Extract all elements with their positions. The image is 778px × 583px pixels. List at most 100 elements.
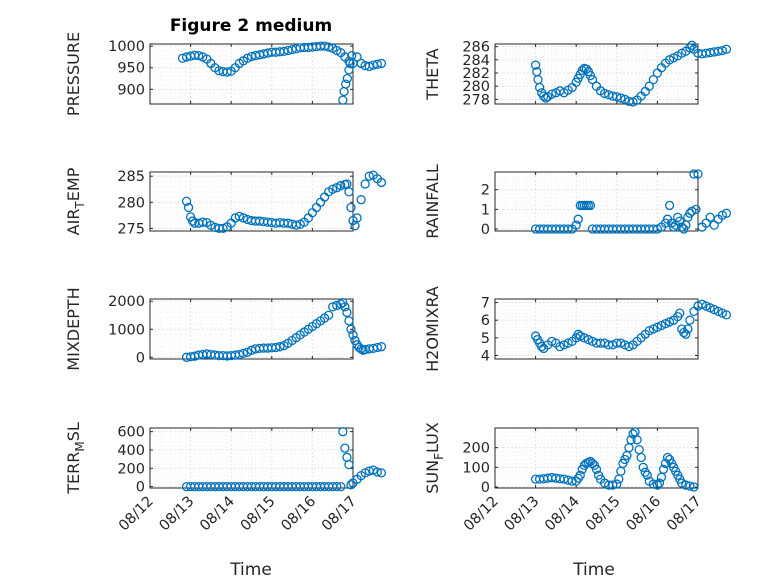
data-point	[693, 169, 703, 179]
data-point	[350, 221, 360, 231]
axes-box	[149, 171, 354, 232]
data-point	[336, 180, 346, 191]
y-tick-label: 2	[481, 183, 490, 199]
data-point	[218, 223, 228, 234]
y-axis-label: PRESSURE	[64, 32, 83, 116]
x-axis-label-right: Time	[572, 560, 615, 580]
axes-box	[149, 43, 354, 105]
data-point	[571, 220, 581, 230]
data-point	[328, 302, 338, 312]
data-point	[547, 89, 557, 99]
data-point	[342, 73, 352, 84]
data-point	[376, 342, 387, 352]
data-point	[342, 307, 352, 318]
data-point	[344, 316, 354, 326]
data-point	[644, 81, 654, 91]
data-point	[332, 481, 342, 492]
data-point	[717, 45, 728, 56]
data-point	[177, 53, 188, 63]
data-point	[181, 196, 192, 206]
data-point	[638, 462, 648, 472]
data-point	[530, 60, 541, 70]
axes-box	[494, 427, 699, 489]
data-point	[577, 65, 587, 76]
y-tick-label: 280	[462, 79, 490, 95]
data-point	[709, 220, 719, 230]
y-tick-label: 6	[481, 313, 490, 329]
data-point	[311, 202, 322, 213]
y-tick-label: 950	[117, 61, 145, 77]
data-point	[187, 216, 198, 226]
data-point	[587, 74, 598, 85]
data-point	[336, 481, 346, 492]
data-point	[346, 324, 356, 334]
data-point	[721, 44, 732, 54]
y-axis-label: MIXDEPTH	[64, 287, 83, 370]
data-point	[234, 349, 244, 360]
x-tick-label: 08/14	[197, 494, 238, 535]
x-tick-label: 08/15	[583, 494, 624, 535]
y-axis-label: RAINFALL	[423, 164, 442, 239]
y-tick-label: 200	[117, 461, 145, 477]
data-point	[632, 435, 642, 445]
data-point	[291, 220, 301, 230]
data-point	[194, 51, 204, 61]
data-point	[681, 329, 691, 339]
y-tick-label: 200	[462, 441, 490, 457]
data-point	[348, 330, 358, 340]
data-point	[344, 187, 354, 197]
data-point	[691, 204, 701, 215]
data-point	[573, 214, 583, 224]
data-point	[340, 302, 350, 312]
data-point	[238, 213, 249, 223]
data-point	[616, 93, 626, 103]
y-tick-label: 600	[117, 425, 145, 441]
data-point	[344, 65, 354, 75]
data-point	[612, 92, 622, 102]
x-tick-label: 08/17	[664, 494, 705, 535]
panel-sunflux: 0 100 200 SUNFLUX 08/12 08/13 08/14 08/15 08/16 0…	[423, 422, 705, 534]
panel-h2omixra: 45 67 H2OMIXRA	[423, 286, 732, 372]
data-point	[685, 43, 695, 53]
data-point	[626, 435, 636, 445]
data-point	[689, 306, 699, 317]
data-point	[581, 64, 591, 74]
y-axis-label: THETA	[423, 48, 442, 100]
data-point	[376, 58, 387, 69]
data-point	[183, 202, 194, 213]
data-point	[360, 179, 370, 189]
x-tick-label: 08/16	[278, 494, 319, 535]
data-point	[319, 41, 330, 51]
data-point	[339, 86, 349, 97]
x-tick-label: 08/12	[116, 494, 157, 535]
y-axis-label: TERRMSL	[64, 422, 87, 495]
y-tick-label: 5	[481, 331, 490, 347]
data-point	[648, 74, 658, 85]
data-point	[636, 452, 646, 463]
data-point	[372, 59, 383, 69]
data-point	[346, 202, 356, 213]
panel-air_temp: 275 280 285 AIRTEMP	[64, 167, 387, 237]
data-point	[642, 470, 652, 480]
y-tick-label: 284	[462, 53, 490, 69]
data-point	[683, 324, 693, 334]
y-tick-label: 1	[481, 202, 490, 218]
data-point	[364, 171, 374, 181]
y-axis-label: SUNFLUX	[423, 422, 446, 494]
data-point	[242, 53, 253, 63]
panel-rainfall: 0 1 2 RAINFALL	[423, 164, 732, 239]
data-point	[652, 480, 663, 490]
y-tick-label: 280	[117, 195, 145, 211]
y-tick-label: 285	[117, 169, 145, 185]
data-point	[376, 177, 387, 188]
axes-box	[494, 298, 699, 360]
y-tick-label: 286	[462, 40, 490, 56]
y-tick-label: 900	[117, 82, 145, 98]
data-point	[238, 348, 249, 359]
data-point	[533, 74, 543, 85]
y-axis-label: H2OMIXRA	[423, 286, 442, 372]
data-point	[689, 169, 699, 179]
x-tick-label: 08/13	[157, 494, 198, 535]
